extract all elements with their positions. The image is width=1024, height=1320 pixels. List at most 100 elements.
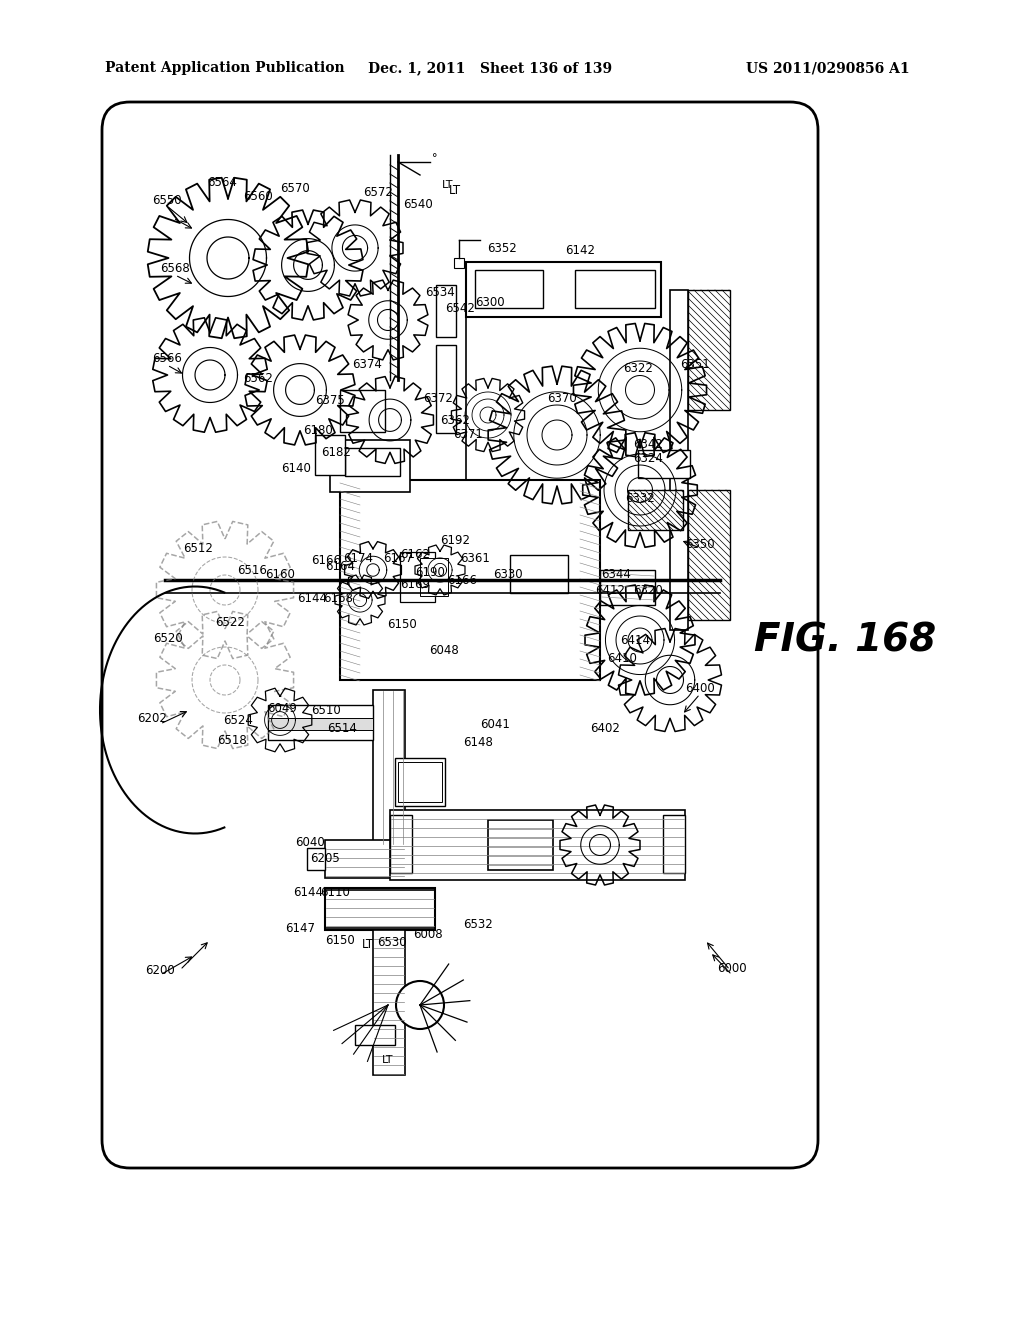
Bar (510, 554, 568, 593)
Text: 6516: 6516 (238, 564, 267, 577)
Bar (325, 888, 435, 931)
Text: 6400: 6400 (685, 681, 715, 694)
Text: 6371: 6371 (453, 429, 483, 441)
Text: 6200: 6200 (145, 964, 175, 977)
Bar (398, 762, 442, 803)
Text: 6048: 6048 (429, 644, 459, 656)
Bar (600, 570, 655, 605)
Bar (688, 490, 730, 620)
Bar (330, 440, 410, 492)
Text: 6142: 6142 (565, 243, 595, 256)
Text: 6562: 6562 (243, 371, 273, 384)
Text: LT: LT (382, 1055, 394, 1065)
Text: 6370: 6370 (547, 392, 577, 404)
Text: 6375: 6375 (315, 393, 345, 407)
Text: 6174: 6174 (343, 552, 373, 565)
Text: 6008: 6008 (414, 928, 442, 941)
Bar (340, 389, 385, 432)
Text: 6202: 6202 (137, 711, 167, 725)
Text: 6169: 6169 (400, 578, 430, 591)
Text: Patent Application Publication: Patent Application Publication (105, 61, 345, 75)
Bar (628, 490, 683, 531)
Text: 6320: 6320 (633, 583, 663, 597)
Text: 6344: 6344 (601, 569, 631, 582)
Text: 6351: 6351 (680, 359, 710, 371)
Text: LT: LT (449, 183, 461, 197)
Text: 6144: 6144 (293, 886, 323, 899)
Bar (436, 285, 456, 337)
Text: 6342: 6342 (633, 438, 663, 451)
Text: 6150: 6150 (326, 933, 355, 946)
Text: 6000: 6000 (717, 961, 746, 974)
Bar (390, 814, 412, 873)
Bar (420, 558, 449, 597)
Text: 6568: 6568 (160, 261, 189, 275)
Text: 6205: 6205 (310, 851, 340, 865)
Bar (325, 890, 435, 928)
Text: 6148: 6148 (463, 735, 493, 748)
Bar (373, 931, 406, 1074)
Text: 6522: 6522 (215, 615, 245, 628)
Text: 6560: 6560 (243, 190, 272, 202)
Text: 6412: 6412 (595, 583, 625, 597)
Bar (663, 814, 685, 873)
Text: 6182: 6182 (322, 446, 351, 458)
Text: 6041: 6041 (480, 718, 510, 731)
Text: 6168: 6168 (323, 591, 353, 605)
FancyBboxPatch shape (102, 102, 818, 1168)
Text: 6192: 6192 (440, 533, 470, 546)
Text: 6164: 6164 (325, 560, 355, 573)
Bar (315, 436, 345, 475)
Text: 6144: 6144 (297, 591, 327, 605)
Text: 6160: 6160 (265, 568, 295, 581)
Circle shape (396, 981, 444, 1030)
Text: 6566: 6566 (152, 351, 182, 364)
Text: 6520: 6520 (154, 631, 183, 644)
Text: 6410: 6410 (607, 652, 637, 664)
Bar (268, 718, 373, 730)
Text: 6572: 6572 (364, 186, 393, 198)
Text: 6180: 6180 (303, 424, 333, 437)
Bar (466, 261, 662, 317)
Text: LT: LT (442, 180, 454, 190)
Text: 6350: 6350 (685, 539, 715, 552)
Text: 6300: 6300 (475, 296, 505, 309)
Text: 6530: 6530 (377, 936, 407, 949)
Text: US 2011/0290856 A1: US 2011/0290856 A1 (746, 61, 910, 75)
Bar (307, 847, 325, 870)
Bar (355, 1026, 395, 1045)
Text: 6564: 6564 (207, 176, 237, 189)
Text: 6167: 6167 (383, 552, 413, 565)
Text: 6332: 6332 (625, 491, 655, 504)
Text: 6518: 6518 (217, 734, 247, 747)
Text: 6361: 6361 (460, 552, 489, 565)
Text: 6542: 6542 (445, 301, 475, 314)
Text: 6190: 6190 (415, 565, 445, 578)
Text: 6532: 6532 (463, 919, 493, 932)
Bar (475, 271, 543, 308)
Text: LT: LT (361, 939, 374, 952)
Bar (688, 290, 730, 411)
Bar (400, 552, 435, 602)
Text: 6550: 6550 (153, 194, 182, 206)
Text: 6524: 6524 (223, 714, 253, 726)
Text: 6140: 6140 (281, 462, 311, 474)
Bar (395, 758, 445, 807)
Text: 6166: 6166 (311, 553, 341, 566)
Text: 6150: 6150 (387, 619, 417, 631)
Text: 6040: 6040 (295, 836, 325, 849)
Bar (268, 705, 373, 741)
Bar (373, 690, 406, 845)
Text: 6402: 6402 (590, 722, 620, 734)
Text: 6414: 6414 (620, 634, 650, 647)
Text: 6166: 6166 (447, 573, 477, 586)
Text: Dec. 1, 2011   Sheet 136 of 139: Dec. 1, 2011 Sheet 136 of 139 (368, 61, 612, 75)
Text: 6322: 6322 (623, 362, 653, 375)
Bar (488, 820, 553, 870)
Text: 6049: 6049 (267, 701, 297, 714)
Text: 6510: 6510 (311, 704, 341, 717)
Bar (345, 447, 400, 477)
Text: 6362: 6362 (440, 413, 470, 426)
Text: 6324: 6324 (633, 451, 663, 465)
Bar (390, 810, 685, 880)
